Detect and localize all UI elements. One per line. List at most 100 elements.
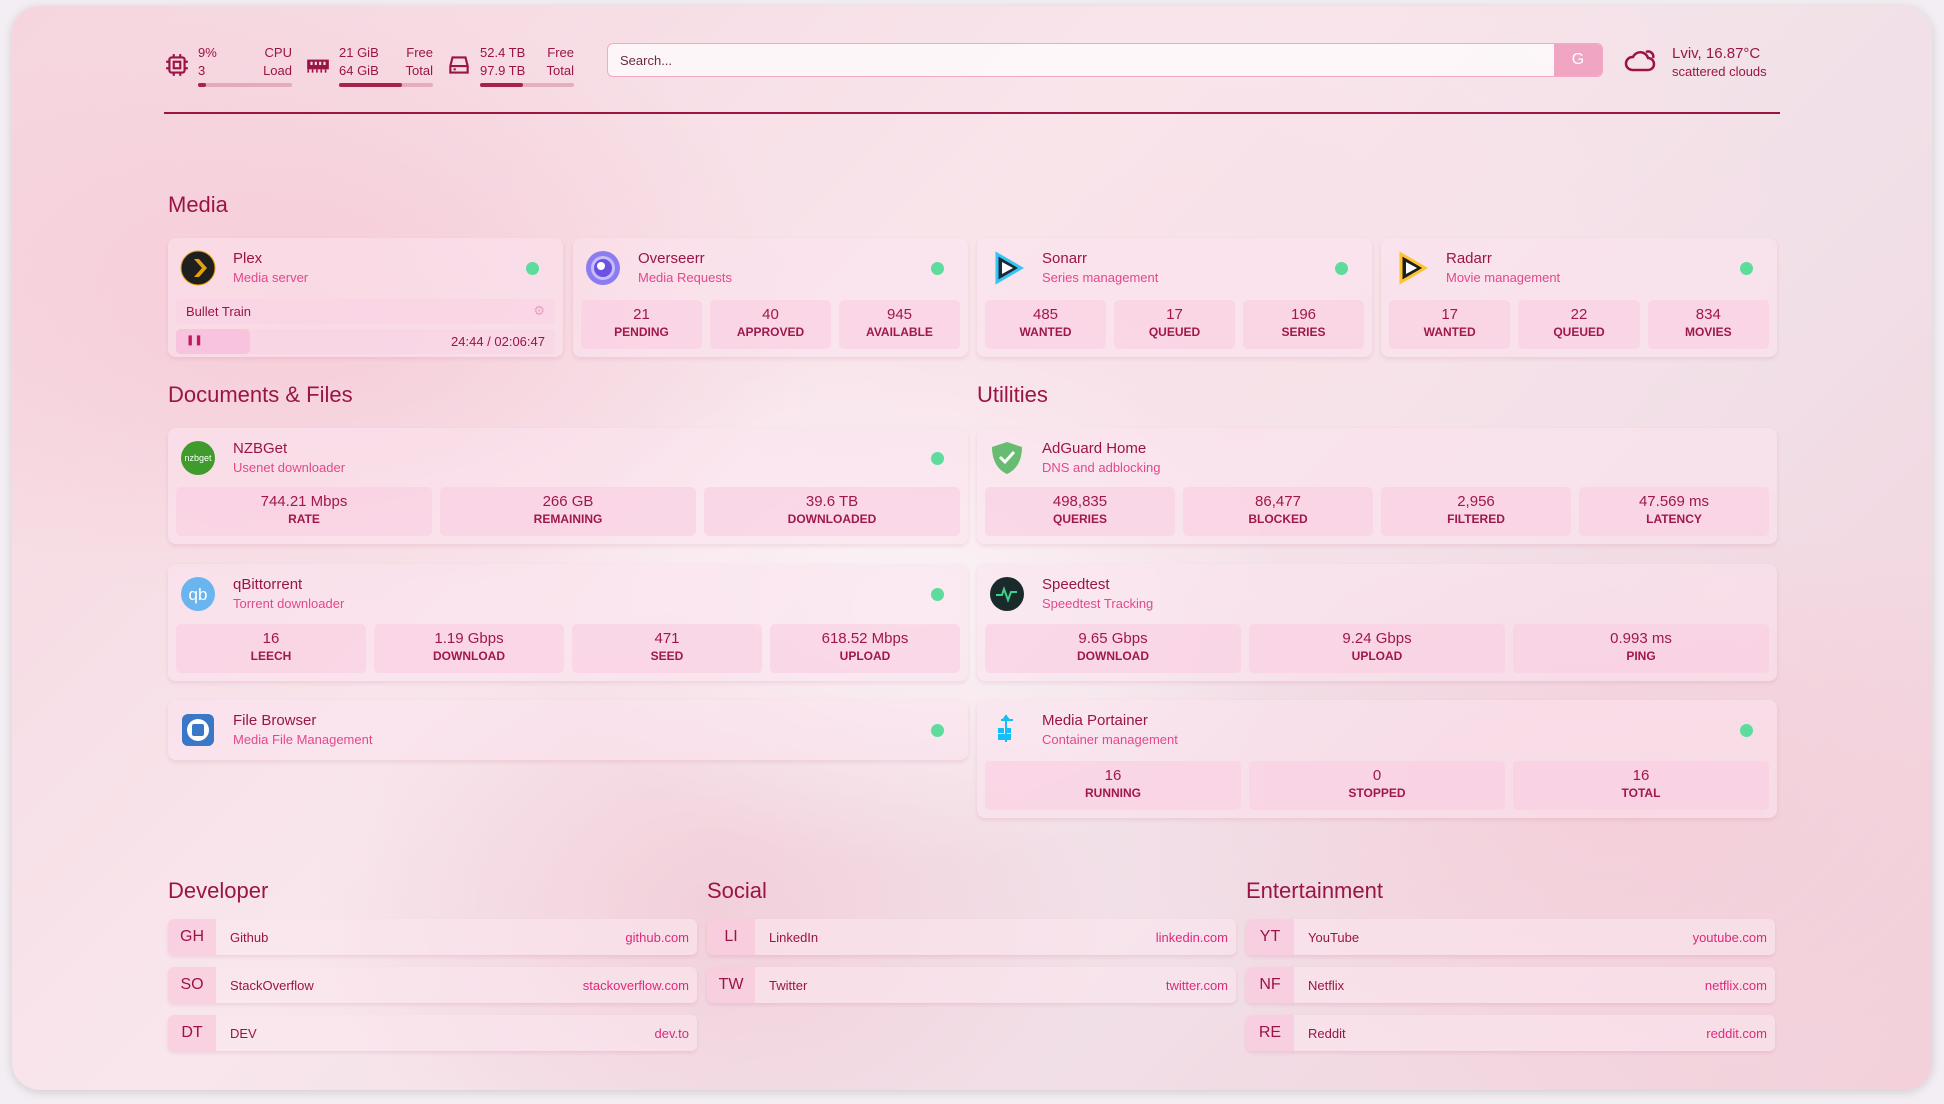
- service-name[interactable]: File Browser: [233, 712, 317, 729]
- stat-block: 618.52 Mbps Upload: [770, 624, 960, 673]
- stat-block: 16 Running: [985, 761, 1241, 810]
- stat-label: Movies: [1684, 325, 1732, 339]
- bookmark-url[interactable]: twitter.com: [1165, 977, 1228, 993]
- service-name[interactable]: Radarr: [1446, 250, 1492, 267]
- bookmark-abbr: TW: [707, 967, 755, 1003]
- playback-time: 24:44 / 02:06:47: [451, 334, 545, 349]
- bookmark-dev[interactable]: DT DEV dev.to: [168, 1015, 697, 1051]
- service-card-plex[interactable]: Plex Media server Bullet Train ⚙ ❚❚ 24:44 / 0…: [168, 238, 563, 357]
- service-card-portainer[interactable]: Media Portainer Container management 16 Run…: [977, 700, 1777, 818]
- progress-fill: [176, 329, 250, 354]
- stat-label: Leech: [250, 649, 292, 663]
- cpu-label: CPU: [264, 45, 292, 60]
- section-social: Social: [707, 878, 767, 903]
- adguard-logo-icon: [992, 442, 1022, 474]
- service-description: Media Requests: [638, 270, 732, 285]
- memory-widget: 21 GiB Free 64 GiB Total: [305, 44, 433, 90]
- service-card-sonarr[interactable]: Sonarr Series management 485 Wanted 17 Queued…: [977, 238, 1372, 357]
- now-playing-title: Bullet Train: [186, 304, 252, 319]
- stat-value: 17: [1166, 306, 1183, 323]
- stat-value: 1.19 Gbps: [434, 630, 504, 647]
- bookmark-netflix[interactable]: NF Netflix netflix.com: [1246, 967, 1775, 1003]
- bookmark-url[interactable]: youtube.com: [1692, 929, 1767, 945]
- status-indicator: [931, 588, 944, 601]
- service-card-speedtest[interactable]: Speedtest Speedtest Tracking 9.65 Gbps Down…: [977, 564, 1777, 681]
- stat-label: Rate: [288, 512, 320, 526]
- bookmark-twitter[interactable]: TW Twitter twitter.com: [707, 967, 1236, 1003]
- svg-text:qb: qb: [189, 585, 208, 604]
- stat-label: Available: [866, 325, 933, 339]
- stat-label: Approved: [736, 325, 805, 339]
- bookmark-youtube[interactable]: YT YouTube youtube.com: [1246, 919, 1775, 955]
- pause-icon[interactable]: ❚❚: [186, 335, 203, 346]
- bookmark-stackoverflow[interactable]: SO StackOverflow stackoverflow.com: [168, 967, 697, 1003]
- stat-label: Latency: [1646, 512, 1702, 526]
- stat-block: 0.993 ms Ping: [1513, 624, 1769, 673]
- stat-value: 39.6 TB: [805, 493, 859, 510]
- stat-value: 485: [1032, 306, 1059, 323]
- memory-total-label: Total: [405, 63, 433, 78]
- bookmark-reddit[interactable]: RE Reddit reddit.com: [1246, 1015, 1775, 1051]
- service-name[interactable]: Sonarr: [1042, 250, 1088, 267]
- stat-label: Wanted: [1019, 325, 1072, 339]
- bookmark-name: DEV: [230, 1025, 257, 1041]
- bookmark-abbr: SO: [168, 967, 216, 1003]
- stat-block: 9.24 Gbps Upload: [1249, 624, 1505, 673]
- bookmark-url[interactable]: github.com: [625, 929, 689, 945]
- stat-block: 2,956 Filtered: [1381, 487, 1571, 536]
- service-name[interactable]: NZBGet: [233, 440, 288, 457]
- stat-block: 498,835 Queries: [985, 487, 1175, 536]
- status-indicator: [931, 262, 944, 275]
- service-stats: 9.65 Gbps Download 9.24 Gbps Upload 0.993 ms…: [985, 624, 1769, 673]
- gear-icon[interactable]: ⚙: [533, 303, 545, 318]
- bookmark-url[interactable]: reddit.com: [1706, 1025, 1767, 1041]
- stat-block: 744.21 Mbps Rate: [176, 487, 432, 536]
- weather-widget[interactable]: Lviv, 16.87°C scattered clouds: [1624, 44, 1767, 79]
- stat-label: Downloaded: [787, 512, 877, 526]
- service-card-radarr[interactable]: Radarr Movie management 17 Wanted 22 Queued 83…: [1381, 238, 1777, 357]
- header-divider: [164, 112, 1780, 114]
- stat-value: 16: [1104, 767, 1122, 784]
- service-card-filebrowser[interactable]: File Browser Media File Management: [168, 700, 968, 760]
- bookmark-url[interactable]: stackoverflow.com: [582, 977, 689, 993]
- stat-block: 471 Seed: [572, 624, 762, 673]
- service-description: Container management: [1042, 732, 1178, 747]
- bookmark-url[interactable]: dev.to: [654, 1025, 689, 1041]
- service-name[interactable]: Media Portainer: [1042, 712, 1148, 729]
- memory-icon: [307, 59, 329, 73]
- stat-value: 17: [1441, 306, 1458, 323]
- cpu-icon: [166, 54, 188, 76]
- service-card-nzbget[interactable]: nzbget NZBGet Usenet downloader 744.21 Mbps…: [168, 428, 968, 544]
- stat-value: 16: [262, 630, 280, 647]
- stat-block: 9.65 Gbps Download: [985, 624, 1241, 673]
- bookmark-url[interactable]: netflix.com: [1704, 977, 1767, 993]
- bookmark-name: Github: [230, 929, 269, 945]
- search-input[interactable]: [608, 44, 1554, 76]
- stat-label: Seed: [650, 649, 684, 663]
- stat-label: Wanted: [1423, 325, 1476, 339]
- now-playing-progress[interactable]: ❚❚ 24:44 / 02:06:47: [176, 329, 555, 354]
- stat-value: 9.65 Gbps: [1078, 630, 1148, 647]
- service-name[interactable]: AdGuard Home: [1042, 440, 1147, 457]
- stat-value: 22: [1570, 306, 1588, 323]
- cpu-usage: 9%: [198, 45, 217, 60]
- cpu-load: 3: [198, 63, 206, 78]
- stat-value: 2,956: [1457, 493, 1495, 510]
- radarr-logo-icon: [1399, 251, 1428, 285]
- service-description: Usenet downloader: [233, 460, 346, 475]
- service-name[interactable]: Overseerr: [638, 250, 705, 267]
- nzbget-logo-icon: nzbget: [181, 441, 215, 475]
- service-card-overseerr[interactable]: Overseerr Media Requests 21 Pending 40 Approv…: [573, 238, 968, 357]
- stat-block: 86,477 Blocked: [1183, 487, 1373, 536]
- service-name[interactable]: Speedtest: [1042, 576, 1110, 593]
- bookmark-github[interactable]: GH Github github.com: [168, 919, 697, 955]
- stat-label: Remaining: [533, 512, 603, 526]
- bookmark-linkedin[interactable]: LI LinkedIn linkedin.com: [707, 919, 1236, 955]
- service-name[interactable]: Plex: [233, 250, 263, 267]
- bookmark-url[interactable]: linkedin.com: [1155, 929, 1228, 945]
- service-card-qbittorrent[interactable]: qb qBittorrent Torrent downloader 16 Leech 1.…: [168, 564, 968, 681]
- service-name[interactable]: qBittorrent: [233, 576, 303, 593]
- search-button[interactable]: G: [1554, 44, 1602, 76]
- bookmark-name: Reddit: [1308, 1025, 1346, 1041]
- service-card-adguard[interactable]: AdGuard Home DNS and adblocking 498,835 Que…: [977, 428, 1777, 544]
